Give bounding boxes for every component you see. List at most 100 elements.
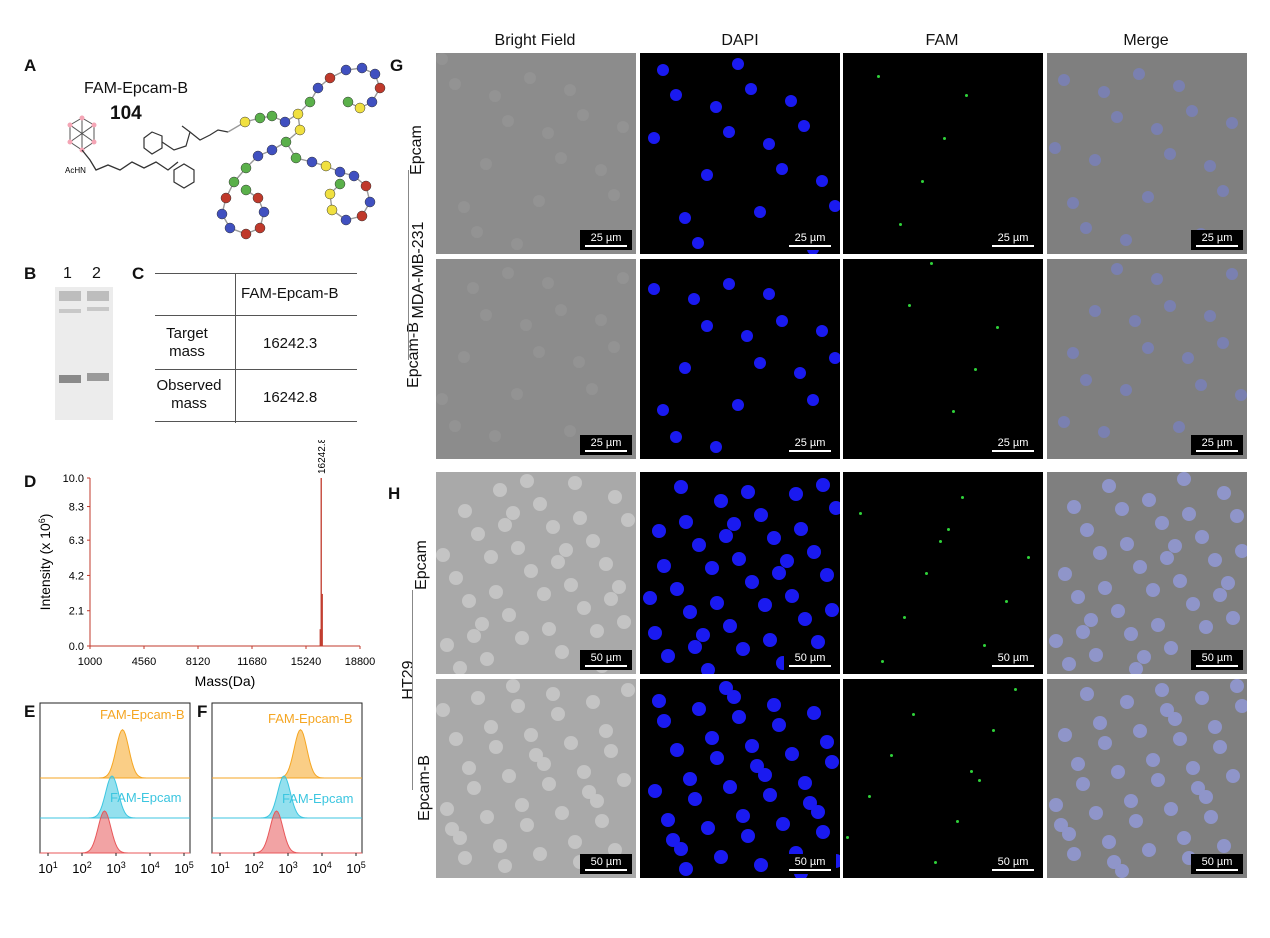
scale-bar: 50 µm <box>987 650 1039 670</box>
col-dapi: DAPI <box>721 32 759 49</box>
cell-mark <box>467 781 481 795</box>
cell-mark <box>710 101 722 113</box>
cell-mark <box>785 589 799 603</box>
cell-mark <box>617 121 629 133</box>
y-tick-label: 8.3 <box>69 502 84 514</box>
flow-histogram-f: FAM-Epcam-B FAM-Epcam 101 102 103 104 105 <box>210 702 366 876</box>
cell-mark <box>674 842 688 856</box>
y-axis-label: Intensity (x 106) <box>37 514 53 611</box>
cell-mark <box>551 707 565 721</box>
cell-mark <box>1098 736 1112 750</box>
cell-mark <box>489 740 503 754</box>
cell-mark <box>956 820 959 823</box>
cell-mark <box>608 341 620 353</box>
series-label: FAM-Epcam-B <box>100 707 185 722</box>
scale-bar: 50 µm <box>580 650 632 670</box>
cell-mark <box>533 195 545 207</box>
cell-mark <box>599 724 613 738</box>
merge-image: 50 µm <box>1047 472 1247 674</box>
cell-mark <box>590 794 604 808</box>
histogram-peak <box>76 810 133 854</box>
y-axis-label-exp: 6 <box>37 518 47 523</box>
cell-mark <box>705 731 719 745</box>
cell-mark <box>1102 835 1116 849</box>
cell-mark <box>595 164 607 176</box>
cell-mark <box>1120 537 1134 551</box>
cell-mark <box>515 798 529 812</box>
cell-mark <box>555 806 569 820</box>
cell-mark <box>1080 523 1094 537</box>
cell-mark <box>502 608 516 622</box>
cell-mark <box>449 420 461 432</box>
cell-mark <box>970 770 973 773</box>
cell-mark <box>621 513 635 527</box>
cell-mark <box>617 615 631 629</box>
cell-mark <box>1080 374 1092 386</box>
lane-1-label: 1 <box>63 265 72 282</box>
scale-bar-label: 25 µm <box>794 232 826 244</box>
cell-mark <box>555 645 569 659</box>
cell-mark <box>1217 337 1229 349</box>
cell-mark <box>705 561 719 575</box>
cell-mark <box>816 825 830 839</box>
cell-mark <box>785 747 799 761</box>
cell-mark <box>648 784 662 798</box>
cell-mark <box>462 761 476 775</box>
cell-mark <box>1221 576 1235 590</box>
cell-mark <box>846 836 849 839</box>
cell-mark <box>798 612 812 626</box>
cell-mark <box>727 690 741 704</box>
cell-mark <box>564 578 578 592</box>
scale-bar: 50 µm <box>1191 650 1243 670</box>
cell-mark <box>794 522 808 536</box>
cell-mark <box>1230 679 1244 693</box>
x-tick-label: 103 <box>278 860 297 876</box>
cell-mark <box>652 524 666 538</box>
cell-mark <box>1027 556 1030 559</box>
mass-spectrum-chart: 0.0 2.1 4.2 6.3 8.3 10.0 1000 4560 8120 11680 1524… <box>37 440 375 689</box>
bright-field-image: 25 µm <box>436 53 636 254</box>
scale-bar-label: 50 µm <box>794 856 826 868</box>
cell-mark <box>1186 597 1200 611</box>
peak-label: 16242.8 <box>317 440 328 474</box>
cell-mark <box>564 736 578 750</box>
series-label: FAM-Epcam <box>110 790 182 805</box>
scale-bar-label: 50 µm <box>1201 856 1233 868</box>
cell-mark <box>745 575 759 589</box>
cell-mark <box>1098 581 1112 595</box>
cell-mark <box>1217 486 1231 500</box>
cell-mark <box>652 694 666 708</box>
cell-mark <box>590 624 604 638</box>
cell-mark <box>947 528 950 531</box>
cell-mark <box>537 587 551 601</box>
cell-mark <box>449 732 463 746</box>
cell-mark <box>1213 588 1227 602</box>
cell-mark <box>511 699 525 713</box>
cell-mark <box>564 425 576 437</box>
cell-mark <box>785 95 797 107</box>
scale-bar-label: 25 µm <box>997 437 1029 449</box>
cell-mark <box>1080 687 1094 701</box>
cell-mark <box>679 515 693 529</box>
cell-mark <box>978 779 981 782</box>
scale-bar-label: 50 µm <box>997 856 1029 868</box>
cell-mark <box>436 393 448 405</box>
cell-mark <box>1226 268 1238 280</box>
cell-mark <box>1151 123 1163 135</box>
cell-mark <box>674 480 688 494</box>
cell-mark <box>1204 810 1218 824</box>
cell-mark <box>1093 716 1107 730</box>
dapi-image: 25 µm <box>640 53 840 254</box>
cell-mark <box>1133 560 1147 574</box>
x-tick-label: 104 <box>140 860 159 876</box>
cell-mark <box>798 776 812 790</box>
cell-mark <box>776 315 788 327</box>
cell-mark <box>794 367 806 379</box>
cell-mark <box>458 201 470 213</box>
cell-mark <box>520 818 534 832</box>
cell-mark <box>1120 384 1132 396</box>
cell-mark <box>701 320 713 332</box>
x-tick-label: 8120 <box>186 656 210 668</box>
cell-mark <box>1111 604 1125 618</box>
x-tick-exp: 3 <box>121 860 126 870</box>
